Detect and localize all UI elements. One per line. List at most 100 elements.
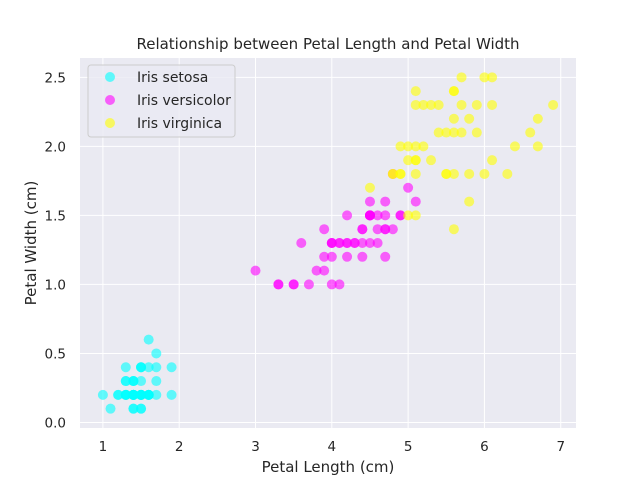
data-point	[357, 224, 368, 235]
y-tick-label: 2.5	[45, 70, 66, 86]
data-point	[364, 196, 375, 207]
data-points	[97, 72, 559, 414]
legend-marker-setosa	[105, 72, 115, 82]
data-point	[319, 251, 330, 262]
data-point	[464, 196, 475, 207]
data-point	[364, 182, 375, 193]
data-point	[548, 99, 559, 110]
data-point	[395, 141, 406, 152]
data-point	[410, 141, 421, 152]
series-iris-versicolor	[250, 168, 421, 290]
data-point	[273, 279, 284, 290]
data-point	[357, 238, 368, 248]
data-point	[479, 72, 490, 83]
data-point	[448, 224, 459, 235]
data-point	[136, 389, 147, 400]
data-point	[143, 389, 154, 400]
data-point	[151, 389, 162, 400]
data-point	[502, 168, 513, 179]
data-point	[311, 265, 322, 276]
data-point	[143, 362, 154, 373]
data-point	[433, 99, 444, 110]
data-point	[120, 376, 131, 387]
data-point	[128, 403, 139, 414]
data-point	[403, 155, 414, 166]
data-point	[143, 334, 154, 345]
x-axis-label: Petal Length (cm)	[262, 458, 395, 476]
data-point	[464, 113, 475, 124]
data-point	[151, 362, 162, 373]
data-point	[151, 376, 162, 387]
data-point	[319, 265, 330, 276]
legend-label-setosa: Iris setosa	[137, 70, 208, 86]
data-point	[410, 210, 421, 221]
data-point	[403, 182, 414, 193]
y-tick-label: 0.5	[45, 346, 66, 362]
legend-marker-versicolor	[105, 95, 115, 105]
data-point	[532, 113, 543, 124]
data-point	[136, 403, 147, 414]
data-point	[326, 238, 337, 248]
data-point	[448, 168, 459, 179]
legend-label-virginica: Iris virginica	[137, 116, 222, 132]
data-point	[471, 127, 482, 138]
data-point	[441, 127, 452, 138]
data-point	[128, 376, 139, 387]
legend-box	[87, 64, 236, 138]
data-point	[166, 389, 177, 400]
x-tick-label: 7	[556, 439, 565, 455]
data-point	[479, 168, 490, 179]
x-tick-label: 6	[480, 439, 489, 455]
y-tick-label: 0.0	[45, 415, 66, 431]
data-point	[380, 196, 391, 207]
data-point	[250, 265, 261, 276]
data-point	[448, 127, 459, 138]
data-point	[387, 168, 398, 179]
data-point	[403, 141, 414, 152]
data-point	[410, 86, 421, 97]
data-point	[532, 141, 543, 152]
data-point	[380, 251, 391, 262]
x-tick-label: 2	[175, 439, 184, 455]
data-point	[418, 141, 429, 152]
data-point	[288, 279, 299, 290]
data-point	[349, 238, 360, 248]
data-point	[448, 113, 459, 124]
data-point	[426, 99, 437, 110]
data-point	[456, 99, 467, 110]
data-point	[441, 168, 452, 179]
data-point	[372, 224, 383, 235]
data-point	[456, 72, 467, 83]
data-point	[410, 155, 421, 166]
data-point	[487, 72, 498, 83]
data-point	[136, 376, 147, 387]
x-tick-labels: 1 2 3 4 5 6 7	[99, 439, 565, 455]
data-point	[342, 251, 353, 262]
data-point	[166, 362, 177, 373]
y-tick-label: 2.0	[45, 139, 66, 155]
data-point	[342, 210, 353, 221]
data-point	[364, 210, 375, 221]
y-tick-labels: 0.0 0.5 1.0 1.5 2.0 2.5	[45, 70, 66, 431]
data-point	[326, 251, 337, 262]
data-point	[410, 99, 421, 110]
data-point	[357, 251, 368, 262]
data-point	[97, 389, 108, 400]
data-point	[395, 168, 406, 179]
legend-marker-virginica	[105, 118, 115, 128]
data-point	[448, 86, 459, 97]
x-tick-label: 3	[251, 439, 260, 455]
data-point	[410, 196, 421, 207]
data-point	[334, 238, 345, 248]
data-point	[380, 210, 391, 221]
y-tick-label: 1.0	[45, 277, 66, 293]
x-tick-label: 5	[404, 439, 413, 455]
data-point	[380, 224, 391, 235]
series-iris-setosa	[97, 334, 177, 414]
data-point	[487, 155, 498, 166]
legend: Iris setosa Iris versicolor Iris virgini…	[87, 64, 236, 138]
data-point	[372, 238, 383, 248]
data-point	[342, 238, 353, 248]
data-point	[410, 168, 421, 179]
series-iris-virginica	[364, 72, 559, 235]
